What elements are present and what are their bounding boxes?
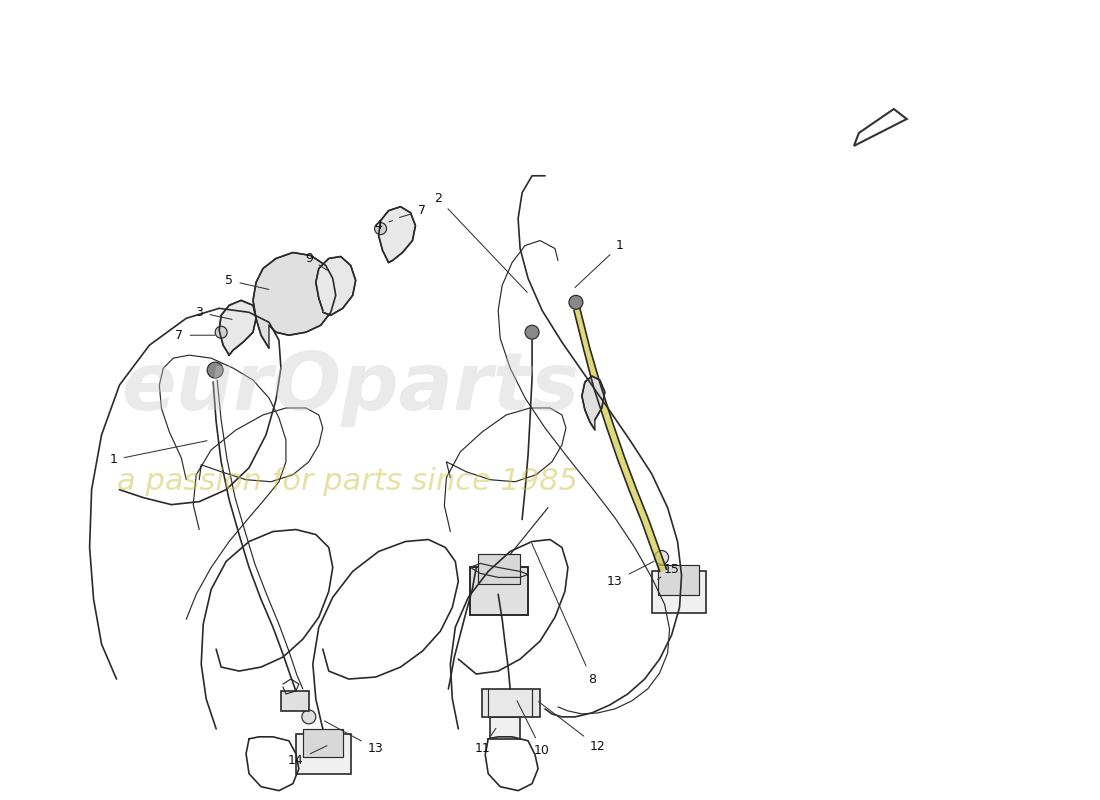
Text: 15: 15	[658, 563, 680, 579]
Bar	[658, 566, 700, 595]
Text: 11: 11	[474, 728, 496, 755]
Text: 1: 1	[110, 441, 207, 466]
Text: 1: 1	[575, 239, 624, 287]
Text: 13: 13	[324, 721, 384, 755]
Text: 13: 13	[607, 562, 653, 588]
Polygon shape	[574, 308, 667, 571]
Bar	[471, 567, 528, 615]
Polygon shape	[316, 257, 355, 315]
Polygon shape	[582, 376, 605, 430]
Text: 12: 12	[538, 702, 606, 754]
Circle shape	[654, 550, 669, 565]
Polygon shape	[378, 206, 416, 262]
Bar	[296, 734, 351, 774]
Circle shape	[569, 295, 583, 310]
Circle shape	[375, 222, 386, 234]
Polygon shape	[219, 300, 256, 355]
Text: 7: 7	[399, 204, 427, 218]
Text: 7: 7	[175, 329, 214, 342]
Text: 2: 2	[434, 192, 527, 292]
Bar	[482, 689, 540, 717]
Circle shape	[207, 362, 223, 378]
Text: 10: 10	[517, 701, 550, 758]
Circle shape	[301, 710, 316, 724]
Circle shape	[525, 326, 539, 339]
Text: 14: 14	[288, 746, 327, 767]
Circle shape	[216, 326, 227, 338]
Bar	[280, 691, 309, 711]
Text: a passion for parts since 1985: a passion for parts since 1985	[117, 466, 578, 496]
Text: 9: 9	[305, 252, 327, 270]
Text: 4: 4	[375, 219, 393, 232]
Bar	[302, 729, 343, 757]
Bar	[478, 554, 520, 584]
Bar	[491, 717, 520, 739]
Text: 3: 3	[196, 306, 232, 319]
Text: eurOparts: eurOparts	[121, 349, 580, 427]
Polygon shape	[253, 253, 336, 348]
Text: 8: 8	[531, 543, 596, 686]
Text: 5: 5	[226, 274, 268, 290]
Bar	[651, 571, 706, 614]
